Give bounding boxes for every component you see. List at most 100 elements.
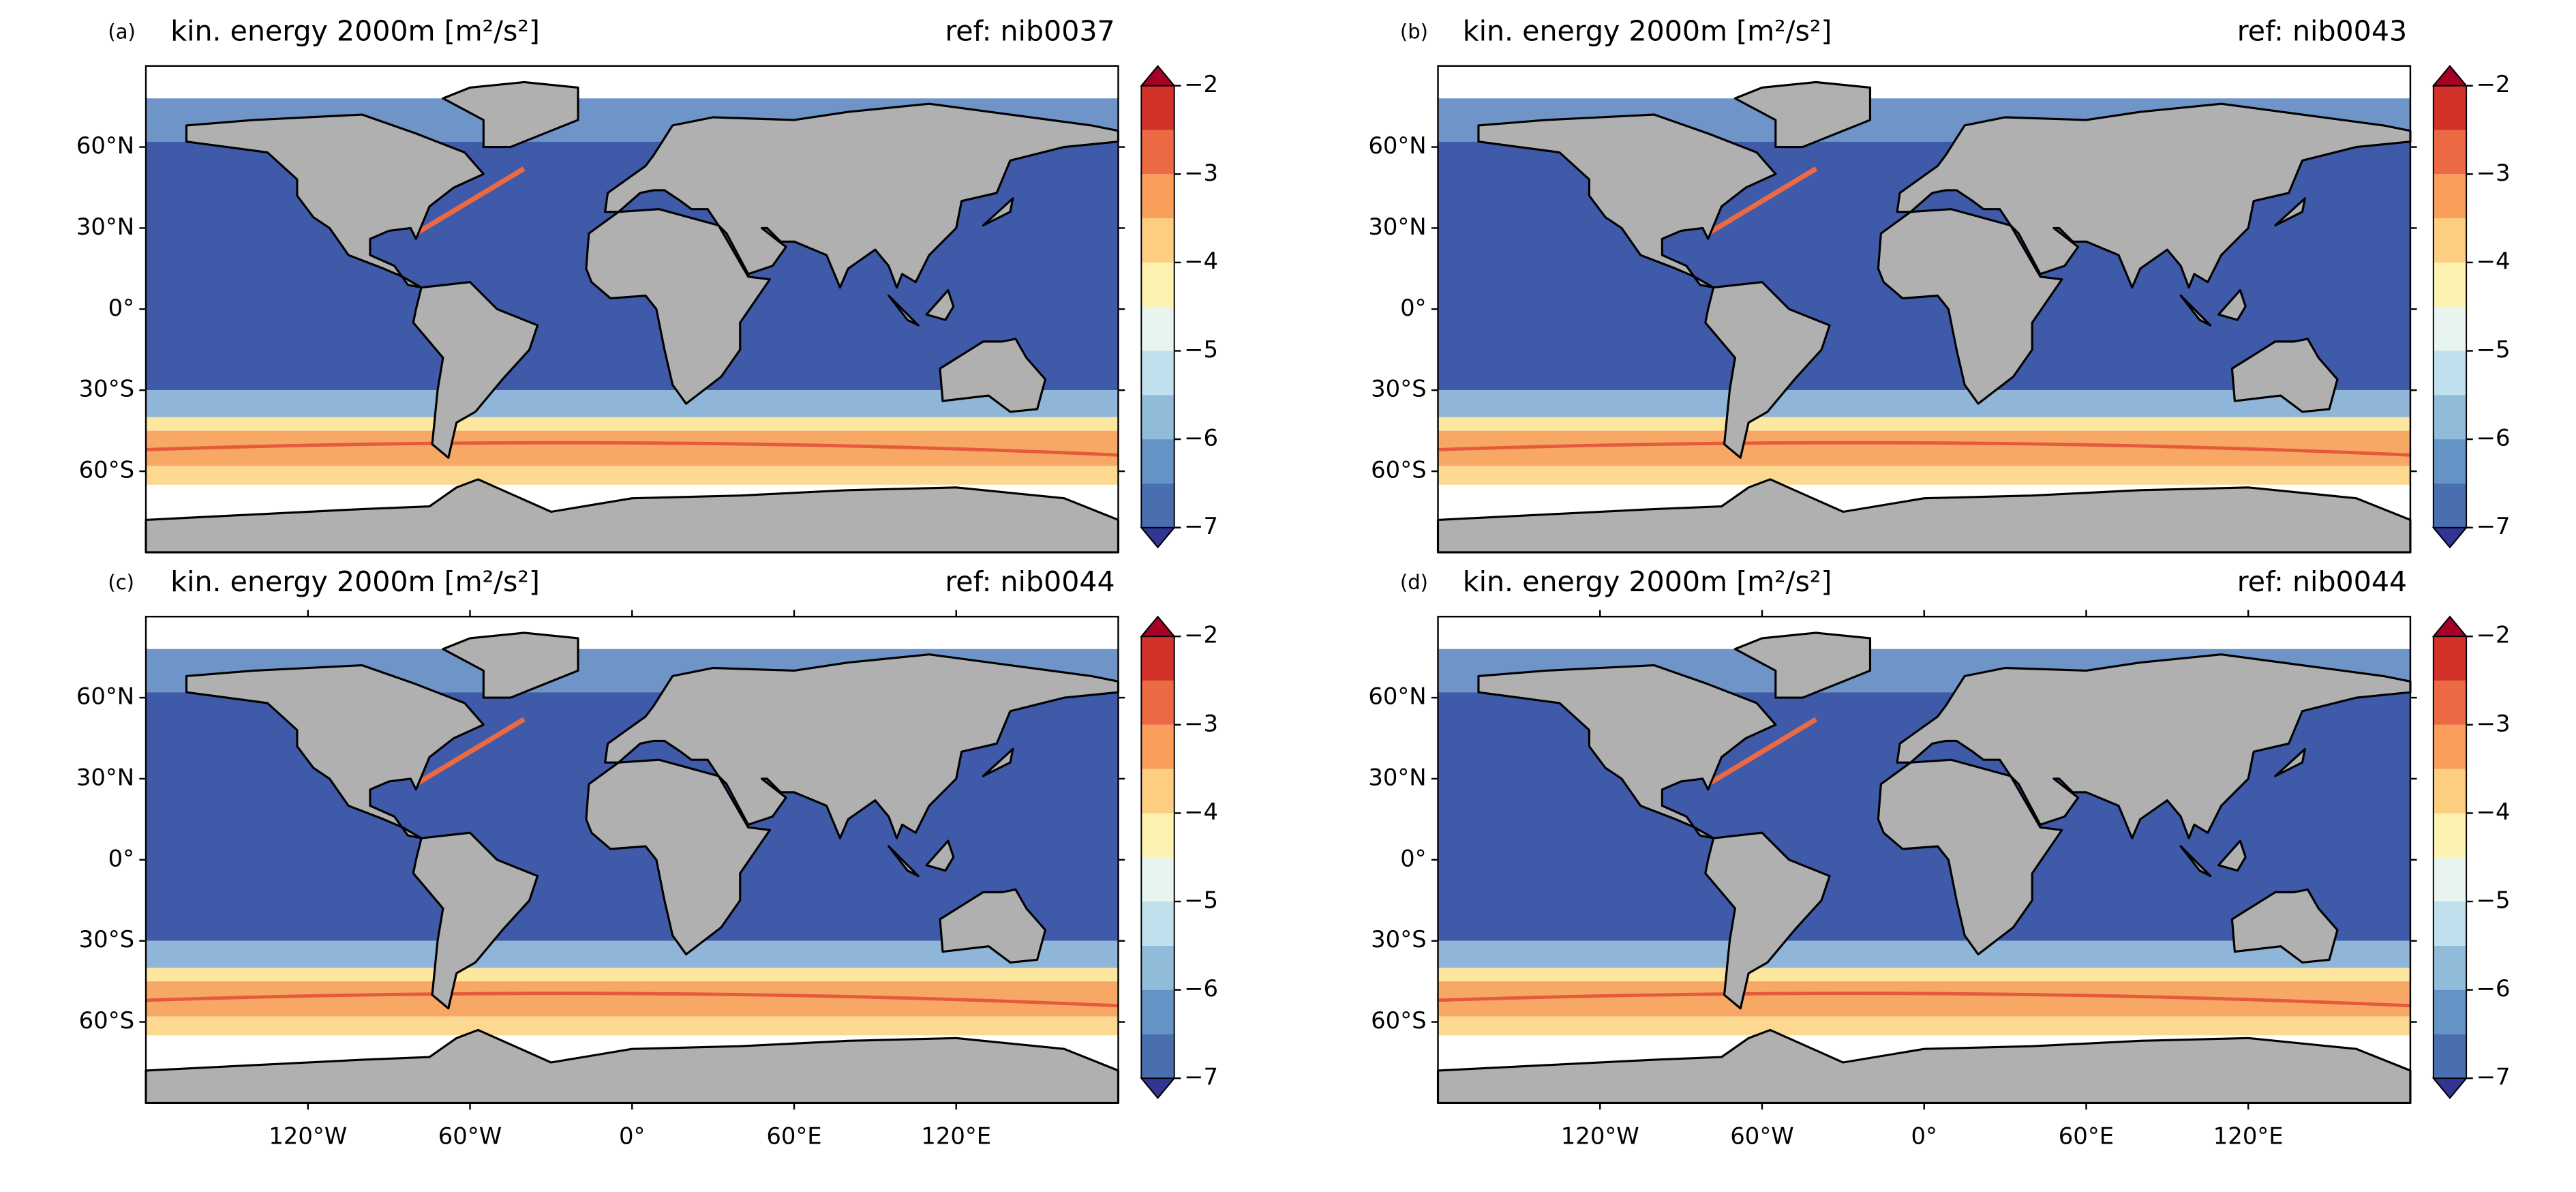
colorbar-tick-label: −2 [1184, 71, 1218, 98]
y-tick-label: 0° [108, 845, 134, 871]
colorbar-tick-label: −6 [1184, 975, 1218, 1002]
colorbar-extend-under [1140, 526, 1176, 549]
colorbar-segment [2433, 1034, 2467, 1079]
land [1896, 102, 2412, 289]
land [1877, 758, 2063, 956]
colorbar-tick-label: −2 [2476, 622, 2511, 649]
x-tick-label: 60°E [766, 1123, 821, 1150]
land [888, 845, 920, 878]
colorbar-segment [2433, 218, 2467, 263]
land [604, 102, 1120, 289]
colorbar-tick-label: −7 [1184, 1064, 1218, 1090]
y-tick-label: 60°N [1368, 683, 1426, 710]
colorbar-segment [1141, 395, 1175, 440]
current-streak [145, 441, 1119, 457]
panel-ref: ref: nib0043 [2237, 14, 2407, 47]
colorbar-tick-label: −5 [1184, 887, 1218, 914]
colorbar-tick-label: −6 [2476, 975, 2511, 1002]
map-panel [145, 65, 1120, 554]
ocean-field [146, 417, 1119, 431]
land [185, 664, 485, 839]
x-tick-label: 60°W [1730, 1123, 1793, 1150]
ocean-field [146, 616, 1119, 649]
land [1704, 281, 1831, 459]
colorbar-segment [2433, 769, 2467, 814]
land [585, 758, 771, 956]
colorbar-tick-label: −6 [2476, 425, 2511, 451]
land [585, 208, 771, 405]
y-tick-label: 60°N [76, 683, 134, 710]
y-tick-label: 60°S [1371, 1007, 1426, 1034]
colorbar-extend-over [1140, 65, 1176, 87]
y-tick-label: 30°N [76, 213, 134, 240]
colorbar-extend-over [2431, 65, 2468, 87]
colorbar-segment [1141, 857, 1175, 902]
land [2179, 845, 2212, 878]
colorbar-segment [1141, 769, 1175, 814]
y-tick-label: 60°S [1371, 457, 1426, 483]
ocean-field [1438, 417, 2410, 431]
panel-title: kin. energy 2000m [m²/s²] [1463, 14, 1832, 47]
colorbar-segment [1141, 174, 1175, 219]
colorbar-segment [2433, 483, 2467, 528]
land [982, 197, 1014, 227]
colorbar-extend-under [2431, 1077, 2468, 1099]
y-tick-label: 0° [1400, 295, 1426, 321]
ocean-field [146, 466, 1119, 485]
y-tick-label: 30°S [1371, 376, 1426, 402]
panel-ref: ref: nib0044 [945, 565, 1115, 598]
y-tick-label: 30°N [1368, 213, 1426, 240]
ocean-field [1438, 65, 2410, 99]
x-tick-label: 120°W [1561, 1123, 1639, 1150]
colorbar-segment [2433, 306, 2467, 351]
colorbar-segment [2433, 174, 2467, 219]
colorbar-segment [1141, 130, 1175, 175]
land [925, 289, 955, 321]
panel-label: (d) [1400, 571, 1428, 594]
land [982, 747, 1014, 777]
land [185, 113, 485, 289]
y-tick-label: 30°S [79, 376, 134, 402]
ocean-field [146, 65, 1119, 99]
colorbar-segment [1141, 681, 1175, 725]
ocean-field [1438, 466, 2410, 485]
current-streak [414, 717, 526, 786]
colorbar-segment [1141, 306, 1175, 351]
colorbar-segment [2433, 813, 2467, 858]
colorbar-segment [1141, 636, 1175, 681]
colorbar-segment [2433, 85, 2467, 130]
colorbar-segment [2433, 439, 2467, 483]
land [1896, 653, 2412, 839]
colorbar-segment [2433, 681, 2467, 725]
colorbar-tick-label: −4 [2476, 248, 2511, 274]
colorbar-tick-label: −7 [2476, 513, 2511, 539]
land [2274, 747, 2306, 777]
x-tick-label: 120°E [2213, 1123, 2284, 1150]
colorbar-tick-label: −7 [1184, 513, 1218, 539]
panel-label: (b) [1400, 20, 1428, 43]
land [442, 80, 579, 149]
colorbar-segment [2433, 262, 2467, 307]
colorbar-tick-label: −5 [2476, 336, 2511, 363]
land [925, 839, 955, 872]
x-tick-label: 120°W [269, 1123, 347, 1150]
ocean-field [1438, 616, 2410, 649]
colorbar-segment [1141, 262, 1175, 307]
colorbar-extend-over [1140, 615, 1176, 638]
colorbar-extend-under [2431, 526, 2468, 549]
colorbar-tick-label: −3 [1184, 710, 1218, 736]
panel-label: (c) [108, 571, 134, 594]
colorbar-tick-label: −5 [2476, 887, 2511, 914]
y-tick-label: 60°N [1368, 132, 1426, 159]
current-streak [1438, 992, 2411, 1008]
panel-ref: ref: nib0037 [945, 14, 1115, 47]
panel-title: kin. energy 2000m [m²/s²] [170, 14, 540, 47]
land [2274, 197, 2306, 227]
colorbar-segment [2433, 724, 2467, 769]
land [2217, 839, 2247, 872]
colorbar-segment [2433, 945, 2467, 990]
map-panel [1436, 65, 2412, 554]
colorbar-tick-label: −3 [2476, 160, 2511, 186]
land [1704, 831, 1831, 1010]
